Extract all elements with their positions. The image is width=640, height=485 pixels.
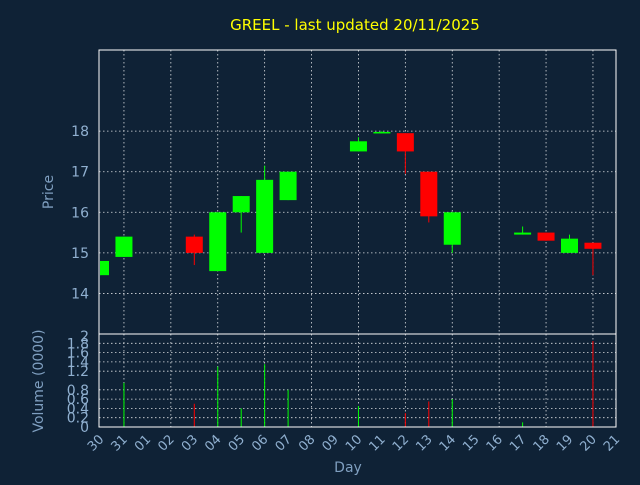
- x-tick-label: 31: [108, 432, 130, 454]
- candle-body: [232, 196, 250, 213]
- candle: [279, 171, 297, 201]
- candle: [232, 196, 250, 233]
- candle-body: [373, 131, 391, 134]
- candle-body: [561, 238, 578, 253]
- volume-tick-label: 1.8: [67, 336, 89, 352]
- x-tick-label: 12: [390, 432, 412, 454]
- volume-tick-label: 0: [80, 420, 89, 436]
- candle-body: [537, 232, 555, 241]
- candle-body: [396, 133, 414, 152]
- candle-body: [209, 212, 227, 272]
- chart-title: GREEL - last updated 20/11/2025: [230, 16, 480, 34]
- price-panel-frame: [98, 49, 617, 335]
- candle: [209, 212, 227, 272]
- price-tick-label: 18: [71, 124, 89, 140]
- x-tick-label: 20: [577, 432, 599, 454]
- candle-body: [584, 242, 602, 249]
- price-tick-label: 15: [71, 246, 89, 262]
- candle-body: [514, 232, 532, 235]
- candle: [373, 131, 391, 134]
- price-tick-label: 17: [71, 165, 89, 181]
- x-tick-label: 03: [179, 432, 201, 454]
- candle-body: [420, 171, 438, 217]
- x-tick-label: 06: [249, 432, 271, 454]
- candle: [100, 260, 109, 276]
- candle-body: [349, 141, 367, 152]
- candle: [256, 165, 274, 253]
- x-tick-label: 18: [531, 432, 553, 454]
- candle-body: [185, 236, 203, 253]
- candle: [584, 242, 602, 276]
- volume-tick-label: 0.8: [67, 383, 89, 399]
- x-tick-label: 16: [484, 432, 506, 454]
- x-tick-label: 08: [296, 432, 318, 454]
- candle-body: [256, 179, 274, 253]
- x-tick-label: 10: [343, 432, 365, 454]
- candle-body: [279, 171, 297, 201]
- x-tick-label: 07: [273, 432, 295, 454]
- x-tick-label: 09: [320, 432, 342, 454]
- x-tick-label: 19: [554, 432, 576, 454]
- x-tick-label: 13: [413, 432, 435, 454]
- candle: [185, 234, 203, 266]
- x-tick-label: 04: [202, 432, 224, 454]
- x-tick-label: 01: [132, 432, 154, 454]
- price-tick-label: 16: [71, 205, 89, 221]
- volume-bars: [123, 340, 594, 427]
- x-tick-label: 05: [226, 432, 248, 454]
- candle: [514, 226, 532, 235]
- candle: [349, 137, 367, 152]
- x-tick-label: 11: [366, 432, 388, 454]
- price-axis-label: Price: [41, 175, 57, 209]
- x-tick-label: 21: [601, 432, 623, 454]
- candle-body: [443, 212, 461, 245]
- candles: [100, 131, 602, 276]
- volume-panel-frame: [98, 333, 617, 428]
- candle: [561, 234, 578, 253]
- candle-body: [100, 260, 109, 276]
- volume-tick-label: 0.6: [67, 392, 89, 408]
- price-tick-label: 14: [71, 286, 89, 302]
- candle: [115, 236, 133, 257]
- x-tick-label: 14: [437, 432, 459, 454]
- candle: [443, 212, 461, 253]
- x-axis-label: Day: [334, 460, 362, 476]
- candle: [537, 232, 555, 241]
- x-tick-label: 02: [155, 432, 177, 454]
- candle-body: [115, 236, 133, 257]
- volume-tick-label: 0.2: [67, 411, 89, 427]
- x-tick-label: 15: [460, 432, 482, 454]
- candle: [396, 133, 414, 174]
- volume-tick-label: 1.6: [67, 346, 89, 362]
- x-tick-label: 17: [507, 432, 529, 454]
- candle: [420, 171, 438, 223]
- volume-top-tick-label: 2: [80, 329, 89, 345]
- volume-tick-label: 1.2: [67, 364, 89, 380]
- volume-axis-label: Volume (0000): [31, 329, 47, 432]
- volume-tick-label: 0.4: [67, 401, 89, 417]
- volume-tick-label: 1.4: [67, 355, 89, 371]
